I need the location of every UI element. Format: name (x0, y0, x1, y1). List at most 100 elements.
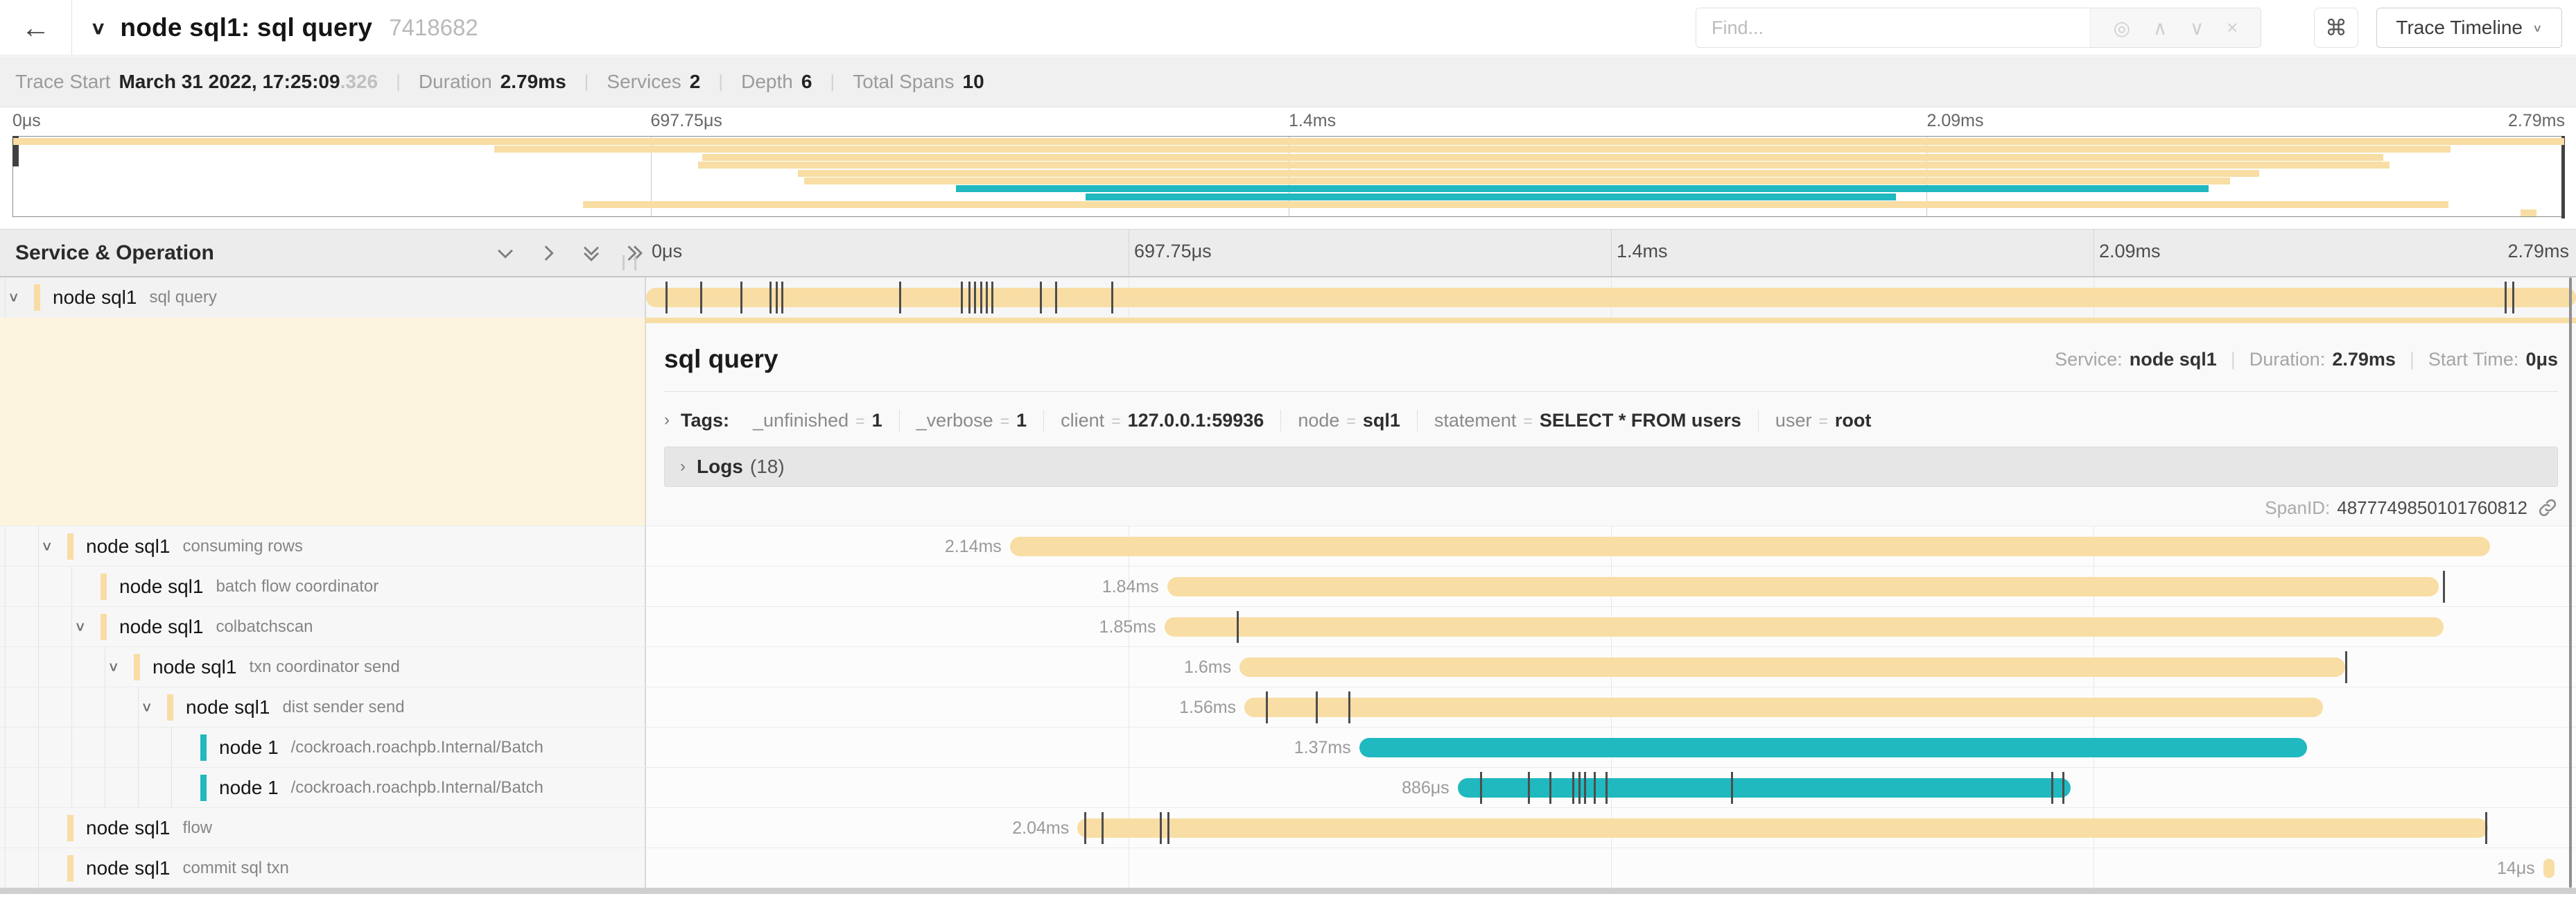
trace-view-dropdown[interactable]: Trace Timeline ∨ (2376, 8, 2562, 48)
span-id-value: 4877749850101760812 (2337, 497, 2527, 518)
stat-separator: | (584, 71, 589, 92)
span-name-cell[interactable]: node 1/cockroach.roachpb.Internal/Batch (0, 728, 646, 767)
ruler-tick: 1.4ms (1617, 241, 1668, 261)
operation-name: txn coordinator send (249, 657, 400, 676)
column-resizer[interactable] (623, 255, 636, 270)
span-name-cell[interactable]: ∨ node sql1 sql query (0, 277, 646, 318)
span-name-cell[interactable]: ∨ node sql1 consuming rows (0, 526, 646, 566)
chevron-down-icon: ∨ (2532, 22, 2543, 34)
span-id-row: SpanID: 4877749850101760812 (2265, 494, 2558, 522)
tags-row[interactable]: › Tags: _unfinished = 1 _verbose = 1 client = 127.… (664, 402, 2558, 438)
logs-count: (18) (749, 456, 785, 477)
collapse-one-icon[interactable] (494, 241, 517, 265)
trace-collapse-chevron-icon[interactable]: ∨ (90, 17, 107, 38)
span-row[interactable]: ∨ node sql1 sql query (0, 277, 2576, 318)
tag-key: statement (1434, 409, 1517, 431)
expand-one-icon[interactable] (537, 241, 560, 265)
tags-expand-chevron-icon[interactable]: › (664, 411, 670, 429)
minimap-span-bar (583, 201, 2448, 209)
span-timeline-cell[interactable]: 886μs (646, 768, 2576, 807)
span-bar[interactable] (2543, 858, 2555, 878)
tag-key: _verbose (916, 409, 993, 431)
service-name: node sql1 (86, 816, 171, 839)
back-arrow-icon: ← (21, 11, 51, 44)
span-expand-chevron-icon[interactable]: ∨ (8, 289, 20, 305)
trace-stat: Depth 6 (741, 71, 812, 93)
logs-expand-chevron-icon[interactable]: › (680, 457, 686, 476)
span-row[interactable]: ∨ node sql1 consuming rows 2.14ms (0, 526, 2576, 566)
span-row[interactable]: ∨ node sql1 dist sender send 1.56ms (0, 687, 2576, 727)
span-bar[interactable] (1009, 536, 2491, 556)
span-name-cell[interactable]: node 1/cockroach.roachpb.Internal/Batch (0, 768, 646, 807)
span-name-cell[interactable]: ∨ node sql1 txn coordinator send (0, 647, 646, 687)
span-row[interactable]: node 1/cockroach.roachpb.Internal/Batch 8… (0, 767, 2576, 807)
tag-item: user = root (1759, 410, 1888, 431)
span-timeline-cell[interactable]: 14μs (646, 848, 2576, 888)
timeline-minimap[interactable] (12, 136, 2565, 218)
span-name-cell[interactable]: node sql1 batch flow coordinator (0, 567, 646, 606)
span-detail-meta: Service: node sql1 | Duration: 2.79ms | Start … (2055, 349, 2558, 370)
span-timeline-cell[interactable]: 1.84ms (646, 567, 2576, 606)
log-tick-mark (2504, 282, 2507, 313)
span-expand-chevron-icon[interactable]: ∨ (74, 619, 87, 635)
span-timeline-cell[interactable]: 2.14ms (646, 526, 2576, 566)
span-timeline-cell[interactable]: 1.37ms (646, 728, 2576, 767)
link-icon[interactable] (2537, 497, 2558, 518)
log-tick-mark (1055, 282, 1058, 313)
minimap-right-scrubber[interactable] (2561, 136, 2565, 218)
span-bar[interactable] (1244, 697, 2324, 717)
span-row[interactable]: node sql1 batch flow coordinator 1.84ms (0, 566, 2576, 606)
trace-title: node sql1: sql query (120, 13, 373, 42)
find-input[interactable] (1696, 8, 2090, 47)
span-name-cell[interactable]: ∨ node sql1 colbatchscan (0, 607, 646, 646)
scrollbar[interactable] (2569, 277, 2572, 888)
indent-guide (5, 728, 6, 767)
log-tick-mark (1549, 771, 1551, 804)
minimap-left-scrubber[interactable] (12, 136, 19, 166)
collapse-all-icon[interactable] (623, 241, 646, 265)
indent-guide (138, 728, 139, 767)
logs-toggle[interactable]: › Logs (18) (664, 447, 2558, 487)
span-name: node sql1 sql query (34, 277, 217, 318)
trace-stat: Duration 2.79ms (419, 71, 566, 93)
span-timeline-cell[interactable]: 1.85ms (646, 607, 2576, 646)
span-bar[interactable] (1167, 576, 2439, 596)
service-color-chip (67, 814, 73, 841)
span-timeline-cell[interactable] (646, 277, 2576, 318)
span-row[interactable]: node sql1 commit sql txn 14μs (0, 848, 2576, 888)
span-name-cell[interactable]: node sql1 commit sql txn (0, 848, 646, 888)
span-bar[interactable] (1457, 777, 2071, 798)
span-bar[interactable] (646, 288, 2576, 307)
match-highlight-icon[interactable]: ◎ (2113, 17, 2131, 39)
span-row[interactable]: node sql1 flow 2.04ms (0, 807, 2576, 848)
span-timeline-cell[interactable]: 1.6ms (646, 647, 2576, 687)
service-color-chip (167, 694, 173, 721)
keyboard-shortcuts-button[interactable]: ⌘ (2314, 8, 2358, 48)
span-timeline-cell[interactable]: 1.56ms (646, 687, 2576, 727)
tag-item: statement = SELECT * FROM users (1418, 409, 1759, 431)
span-name-cell[interactable]: ∨ node sql1 dist sender send (0, 687, 646, 727)
span-name-cell[interactable]: node sql1 flow (0, 808, 646, 848)
divider (664, 391, 2558, 392)
span-timeline-cell[interactable]: 2.04ms (646, 808, 2576, 848)
span-bar[interactable] (1359, 737, 2307, 757)
service-color-chip (200, 774, 207, 801)
expand-all-icon[interactable] (580, 241, 603, 265)
span-row[interactable]: ∨ node sql1 colbatchscan 1.85ms (0, 606, 2576, 646)
span-row[interactable]: ∨ node sql1 txn coordinator send 1.6ms (0, 646, 2576, 687)
span-row[interactable]: node 1/cockroach.roachpb.Internal/Batch 1… (0, 727, 2576, 767)
clear-search-icon[interactable]: × (2227, 17, 2238, 38)
span-expand-chevron-icon[interactable]: ∨ (141, 699, 153, 715)
span-bar[interactable] (1164, 617, 2444, 637)
prev-result-icon[interactable]: ∧ (2152, 17, 2168, 39)
span-expand-chevron-icon[interactable]: ∨ (41, 538, 53, 554)
span-bar[interactable] (1077, 818, 2489, 838)
back-button[interactable]: ← (0, 0, 72, 55)
span-duration-label: 2.04ms (1012, 818, 1070, 838)
span-bar[interactable] (1239, 657, 2346, 677)
span-name: node sql1 consuming rows (67, 526, 303, 566)
next-result-icon[interactable]: ∨ (2189, 17, 2204, 39)
indent-guide (5, 687, 6, 727)
span-expand-chevron-icon[interactable]: ∨ (107, 659, 120, 675)
